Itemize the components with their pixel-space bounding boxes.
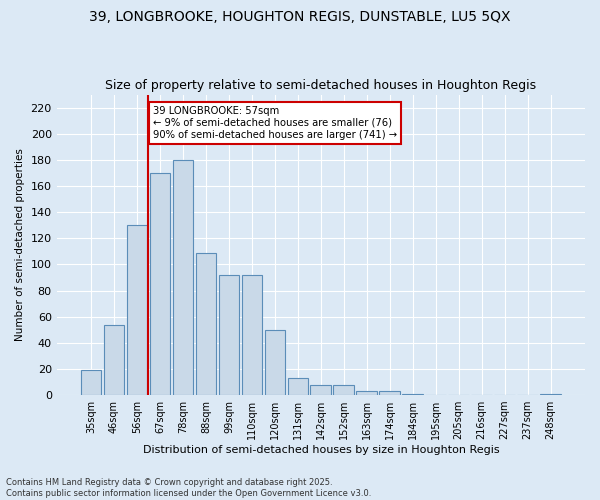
Bar: [149, 173, 170, 395]
Title: Size of property relative to semi-detached houses in Houghton Regis: Size of property relative to semi-detach…: [105, 79, 536, 92]
Bar: [541, 394, 561, 395]
Bar: [265, 330, 285, 395]
Bar: [242, 275, 262, 395]
Bar: [356, 391, 377, 395]
Bar: [310, 384, 331, 395]
Bar: [334, 384, 354, 395]
Bar: [80, 370, 101, 395]
Bar: [287, 378, 308, 395]
X-axis label: Distribution of semi-detached houses by size in Houghton Regis: Distribution of semi-detached houses by …: [143, 445, 499, 455]
Bar: [403, 394, 423, 395]
Bar: [127, 225, 148, 395]
Bar: [196, 252, 216, 395]
Text: 39, LONGBROOKE, HOUGHTON REGIS, DUNSTABLE, LU5 5QX: 39, LONGBROOKE, HOUGHTON REGIS, DUNSTABL…: [89, 10, 511, 24]
Text: 39 LONGBROOKE: 57sqm
← 9% of semi-detached houses are smaller (76)
90% of semi-d: 39 LONGBROOKE: 57sqm ← 9% of semi-detach…: [153, 106, 397, 140]
Bar: [173, 160, 193, 395]
Bar: [379, 391, 400, 395]
Text: Contains HM Land Registry data © Crown copyright and database right 2025.
Contai: Contains HM Land Registry data © Crown c…: [6, 478, 371, 498]
Bar: [104, 324, 124, 395]
Y-axis label: Number of semi-detached properties: Number of semi-detached properties: [15, 148, 25, 342]
Bar: [218, 275, 239, 395]
